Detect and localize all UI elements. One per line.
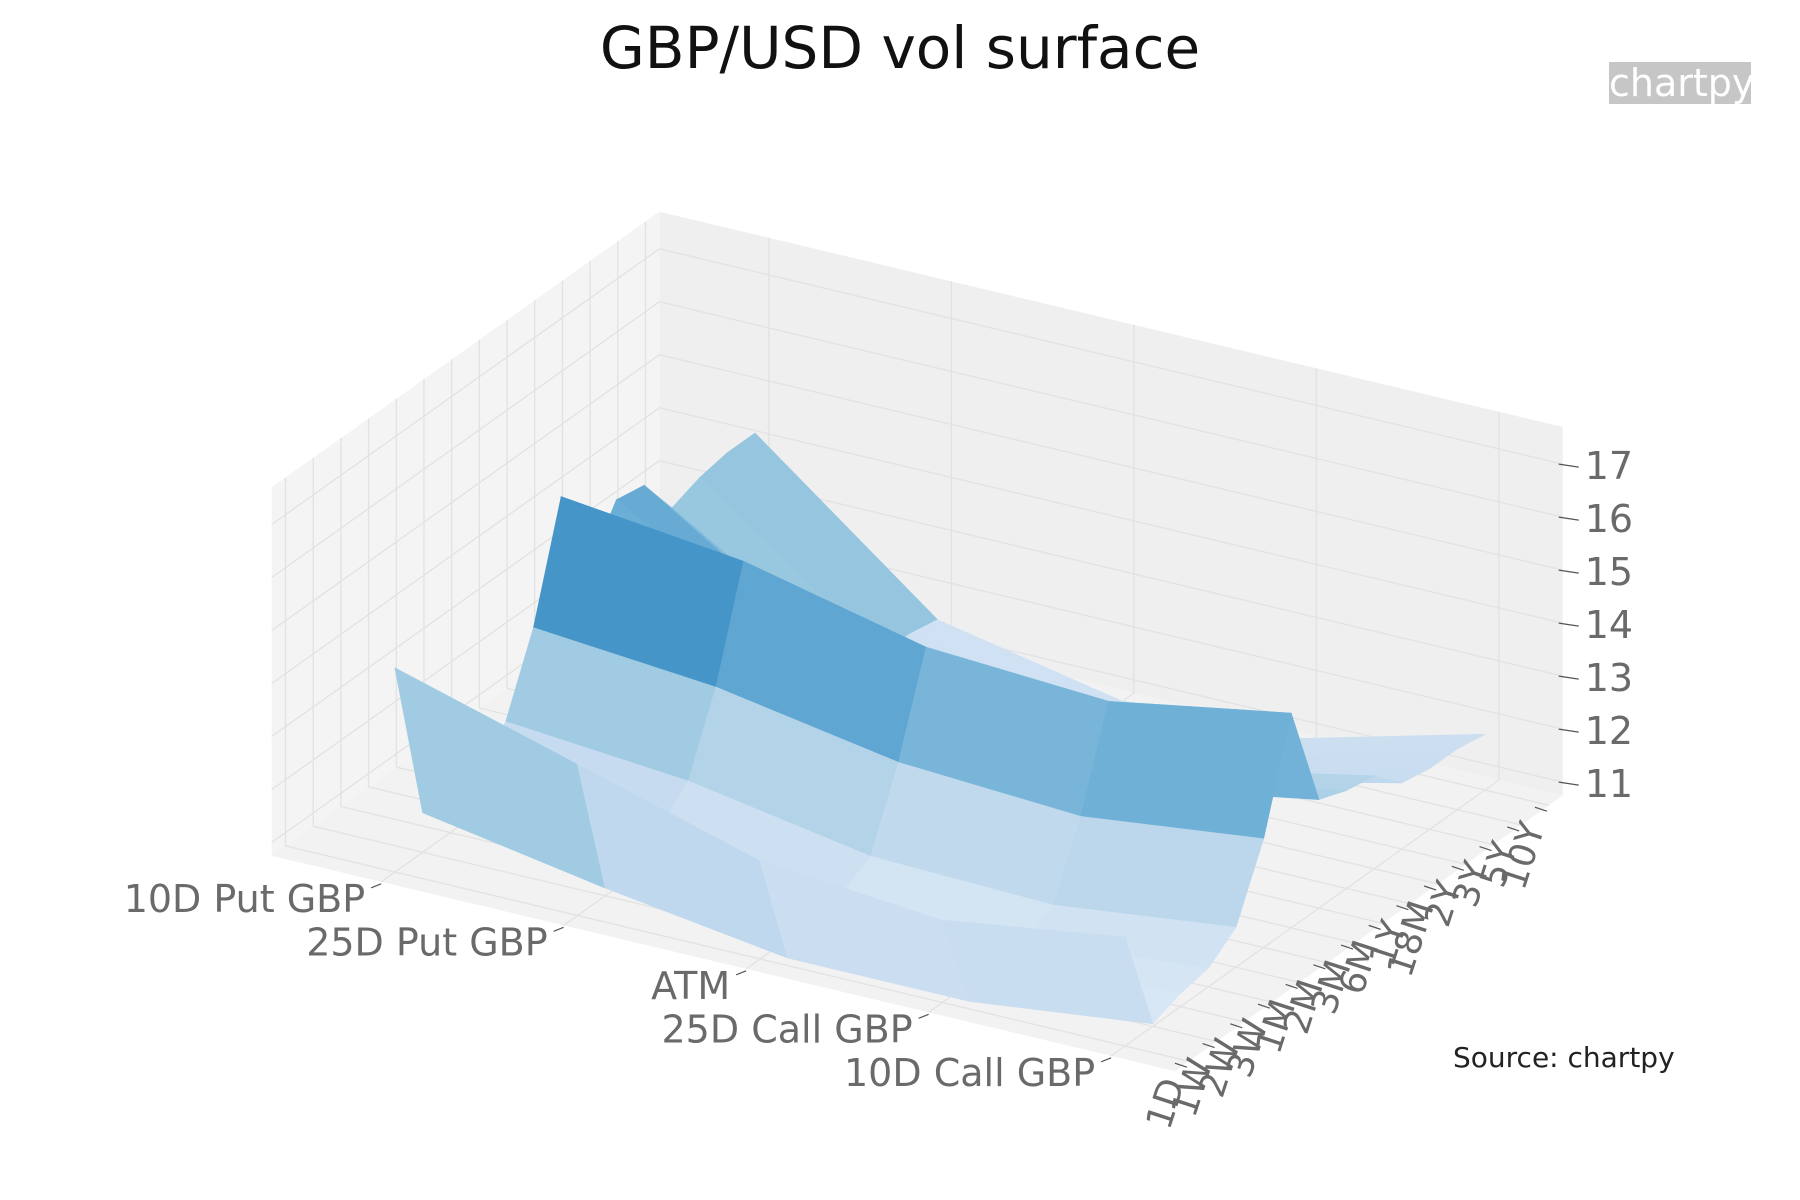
- z-grid-line: [271, 248, 660, 526]
- y-tick-mark: [1451, 865, 1464, 871]
- y-tick-mark: [1423, 885, 1437, 891]
- x-tick-label: 10D Put GBP: [124, 877, 365, 921]
- back-wall-plane: [659, 211, 1563, 796]
- z-grid-line: [271, 407, 660, 685]
- x-grid-line: [1110, 779, 1500, 1057]
- z-tick-label: 15: [1585, 550, 1633, 594]
- source-note: Source: chartpy: [1453, 1041, 1675, 1074]
- y-tick-mark: [1368, 924, 1381, 930]
- z-tick-mark: [1558, 728, 1579, 733]
- y-tick-mark: [1230, 1023, 1243, 1029]
- z-tick-label: 16: [1585, 497, 1633, 541]
- x-tick-label: 25D Call GBP: [662, 1007, 913, 1051]
- z-grid-line: [659, 248, 1563, 465]
- z-tick-mark: [1558, 781, 1579, 786]
- y-tick-mark: [1479, 846, 1492, 852]
- x-tick-mark: [370, 883, 382, 889]
- surface-mesh: [394, 432, 1486, 1025]
- y-tick-mark: [1340, 944, 1354, 950]
- y-tick-mark: [1174, 1062, 1188, 1068]
- watermark-badge: chartpy: [1609, 61, 1755, 105]
- z-tick-mark: [1558, 463, 1579, 468]
- z-tick-label: 17: [1585, 444, 1633, 488]
- surface-patch: [1080, 701, 1292, 840]
- x-tick-label: 10D Call GBP: [844, 1051, 1095, 1095]
- x-tick-label: ATM: [651, 964, 730, 1008]
- x-tick-mark: [553, 926, 564, 932]
- surface-patch: [941, 919, 1154, 1025]
- z-tick-mark: [1558, 516, 1579, 521]
- z-tick-mark: [1558, 675, 1579, 680]
- z-tick-label: 11: [1585, 762, 1633, 806]
- y-tick-mark: [1285, 983, 1298, 990]
- z-tick-mark: [1558, 569, 1579, 574]
- z-tick-label: 12: [1585, 709, 1633, 753]
- x-tick-mark: [1100, 1057, 1112, 1063]
- z-tick-mark: [1558, 622, 1579, 627]
- chart-title: GBP/USD vol surface: [599, 14, 1201, 82]
- y-tick-mark: [1257, 1003, 1271, 1009]
- y-tick-mark: [1534, 806, 1548, 812]
- z-grid-line: [659, 407, 1563, 624]
- z-grid-line: [659, 354, 1563, 571]
- z-grid-line: [271, 301, 660, 579]
- x-tick-mark: [918, 1013, 929, 1019]
- z-tick-label: 14: [1585, 603, 1633, 647]
- x-tick-mark: [735, 970, 747, 976]
- z-grid-line: [659, 301, 1563, 518]
- y-tick-mark: [1202, 1042, 1215, 1049]
- y-tick-mark: [1396, 905, 1409, 911]
- y-grid-line: [285, 845, 1190, 1062]
- x-tick-label: 25D Put GBP: [306, 920, 547, 964]
- y-tick-mark: [1313, 964, 1326, 970]
- z-tick-label: 13: [1585, 656, 1633, 700]
- z-grid-line: [271, 460, 660, 738]
- z-grid-line: [271, 354, 660, 632]
- y-tick-mark: [1506, 826, 1520, 832]
